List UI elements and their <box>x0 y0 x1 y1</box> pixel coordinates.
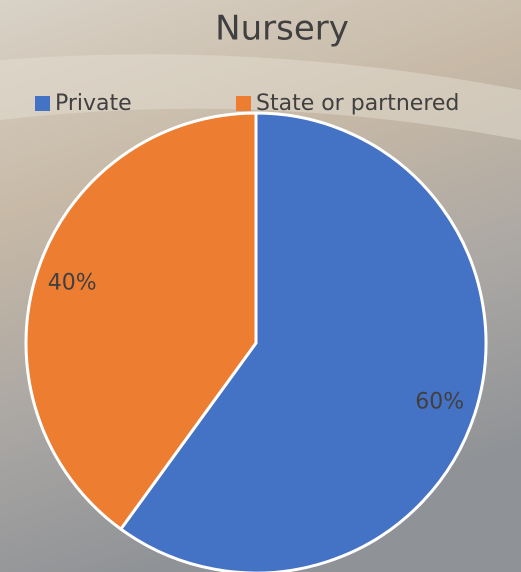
chart-title: Nursery <box>215 9 349 49</box>
legend-label: State or partnered <box>256 91 459 116</box>
legend-label: Private <box>55 91 132 116</box>
pie-slice <box>118 111 488 572</box>
data-label: 40% <box>48 270 97 295</box>
legend-swatch <box>35 96 50 111</box>
pie: 60% 40% <box>24 111 488 572</box>
background-texture <box>0 54 521 140</box>
data-label: 60% <box>415 390 464 415</box>
legend-swatch <box>236 96 251 111</box>
pie-slice <box>24 111 258 532</box>
legend: Private State or partnered <box>35 91 459 116</box>
